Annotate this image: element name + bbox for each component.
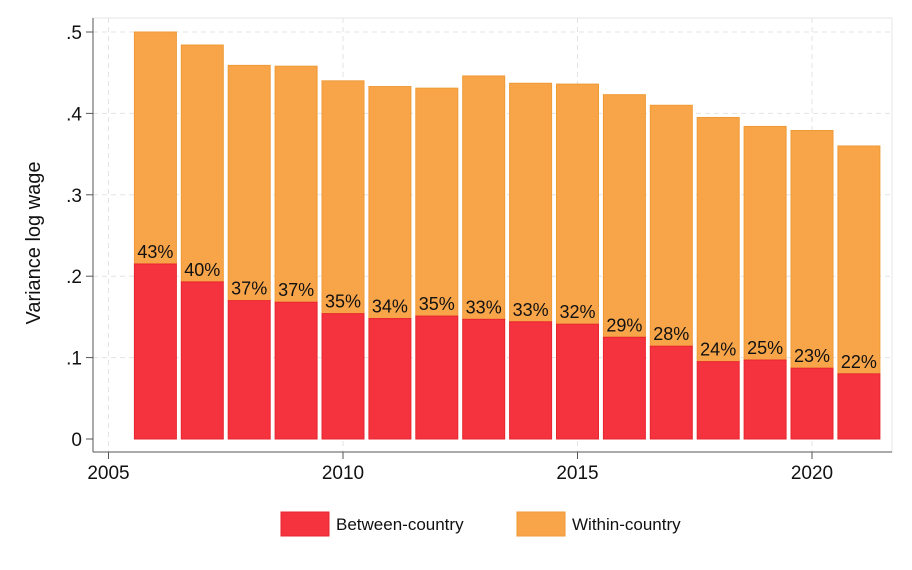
bar-share-label: 23% xyxy=(794,346,830,366)
bar-share-label: 33% xyxy=(466,297,502,317)
y-tick-label: 0 xyxy=(71,430,82,451)
bar-within-country xyxy=(227,64,271,302)
x-tick-label: 2015 xyxy=(556,463,598,484)
bar-share-label: 33% xyxy=(513,300,549,320)
legend-item-between-country: Between-country xyxy=(280,511,464,537)
bar-between-country xyxy=(790,367,834,440)
y-tick-label: .2 xyxy=(66,267,82,288)
bar-within-country xyxy=(321,80,365,315)
bar-within-country xyxy=(602,94,646,338)
bar-share-label: 22% xyxy=(841,352,877,372)
bar-share-label: 35% xyxy=(419,294,455,314)
bar-within-country xyxy=(462,75,506,320)
bar-between-country xyxy=(743,359,787,440)
bar-between-country xyxy=(133,263,177,440)
bar-between-country xyxy=(415,315,459,440)
axes: 2005 2010 2015 2020 0 .1 .2 .3 .4 .5 Variance log … xyxy=(23,18,892,484)
bar-between-country xyxy=(602,336,646,440)
bar-between-country xyxy=(180,281,224,440)
bar-within-country xyxy=(696,116,740,363)
bar-share-label: 35% xyxy=(325,292,361,312)
bar-within-country xyxy=(133,31,177,265)
x-tick-label: 2020 xyxy=(791,463,833,484)
bar-share-label: 43% xyxy=(137,242,173,262)
bar-between-country xyxy=(837,373,881,440)
bar-share-label: 28% xyxy=(653,324,689,344)
bar-within-country xyxy=(274,65,318,303)
bar-within-country xyxy=(180,44,224,283)
bar-within-country xyxy=(837,145,881,375)
legend-label: Within-country xyxy=(572,515,681,534)
bar-within-country xyxy=(556,83,599,325)
bar-share-label: 34% xyxy=(372,297,408,317)
y-tick-label: .4 xyxy=(66,104,82,125)
legend-swatch xyxy=(280,511,330,537)
legend-item-within-country: Within-country xyxy=(516,511,681,537)
bar-between-country xyxy=(696,361,740,440)
y-tick-label: .5 xyxy=(66,23,82,44)
bar-between-country xyxy=(509,321,553,440)
legend: Between-country Within-country xyxy=(280,511,681,537)
bar-between-country xyxy=(274,301,318,440)
bar-between-country xyxy=(227,300,271,440)
x-tick-label: 2005 xyxy=(87,463,129,484)
bar-between-country xyxy=(368,318,412,440)
bar-share-label: 24% xyxy=(700,340,736,360)
bar-within-country xyxy=(509,82,553,323)
bar-within-country xyxy=(649,104,693,347)
bar-within-country xyxy=(743,125,787,361)
bar-within-country xyxy=(368,86,412,320)
bar-within-country xyxy=(790,129,834,369)
x-tick-label: 2010 xyxy=(322,463,364,484)
legend-label: Between-country xyxy=(336,515,464,534)
y-axis-title: Variance log wage xyxy=(23,161,45,324)
bar-between-country xyxy=(321,313,365,440)
bar-between-country xyxy=(556,323,599,440)
bar-share-label: 37% xyxy=(231,279,267,299)
bar-labels: 43% 40% 37% 37% 35% 34% 35% 33% 33% 32% 29% 28% 24% 2… xyxy=(137,242,877,372)
bar-share-label: 25% xyxy=(747,338,783,358)
bar-share-label: 29% xyxy=(606,315,642,335)
bar-share-label: 37% xyxy=(278,280,314,300)
bar-within-country xyxy=(415,87,459,317)
bar-share-label: 32% xyxy=(559,302,595,322)
legend-swatch xyxy=(516,511,566,537)
bar-between-country xyxy=(649,345,693,440)
bar-between-country xyxy=(462,318,506,440)
bars xyxy=(133,31,881,440)
y-tick-label: .1 xyxy=(66,349,82,370)
y-tick-label: .3 xyxy=(66,186,82,207)
bar-share-label: 40% xyxy=(184,260,220,280)
